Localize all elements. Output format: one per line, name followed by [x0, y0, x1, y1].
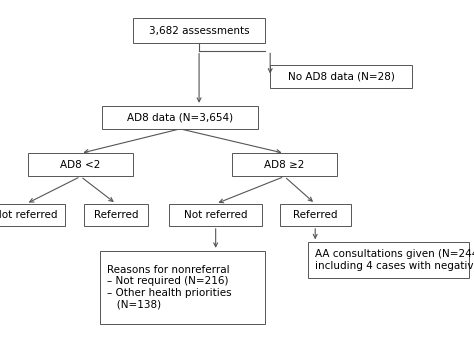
Text: Referred: Referred: [293, 210, 337, 220]
FancyBboxPatch shape: [270, 65, 412, 87]
FancyBboxPatch shape: [84, 204, 148, 226]
Text: 3,682 assessments: 3,682 assessments: [149, 26, 249, 36]
FancyBboxPatch shape: [308, 242, 469, 278]
FancyBboxPatch shape: [102, 106, 258, 129]
FancyBboxPatch shape: [170, 204, 262, 226]
Text: No AD8 data (N=28): No AD8 data (N=28): [288, 71, 395, 82]
FancyBboxPatch shape: [133, 18, 265, 43]
FancyBboxPatch shape: [280, 204, 351, 226]
FancyBboxPatch shape: [100, 251, 265, 324]
Text: Not referred: Not referred: [184, 210, 247, 220]
Text: Not referred: Not referred: [0, 210, 58, 220]
FancyBboxPatch shape: [232, 153, 337, 176]
Text: AA consultations given (N=244),
including 4 cases with negative AD8: AA consultations given (N=244), includin…: [315, 249, 474, 271]
Text: Reasons for nonreferral
– Not required (N=216)
– Other health priorities
   (N=1: Reasons for nonreferral – Not required (…: [107, 265, 231, 310]
FancyBboxPatch shape: [0, 204, 65, 226]
Text: AD8 <2: AD8 <2: [60, 160, 101, 170]
Text: Referred: Referred: [94, 210, 138, 220]
FancyBboxPatch shape: [28, 153, 133, 176]
Text: AD8 data (N=3,654): AD8 data (N=3,654): [127, 112, 233, 122]
Text: AD8 ≥2: AD8 ≥2: [264, 160, 305, 170]
